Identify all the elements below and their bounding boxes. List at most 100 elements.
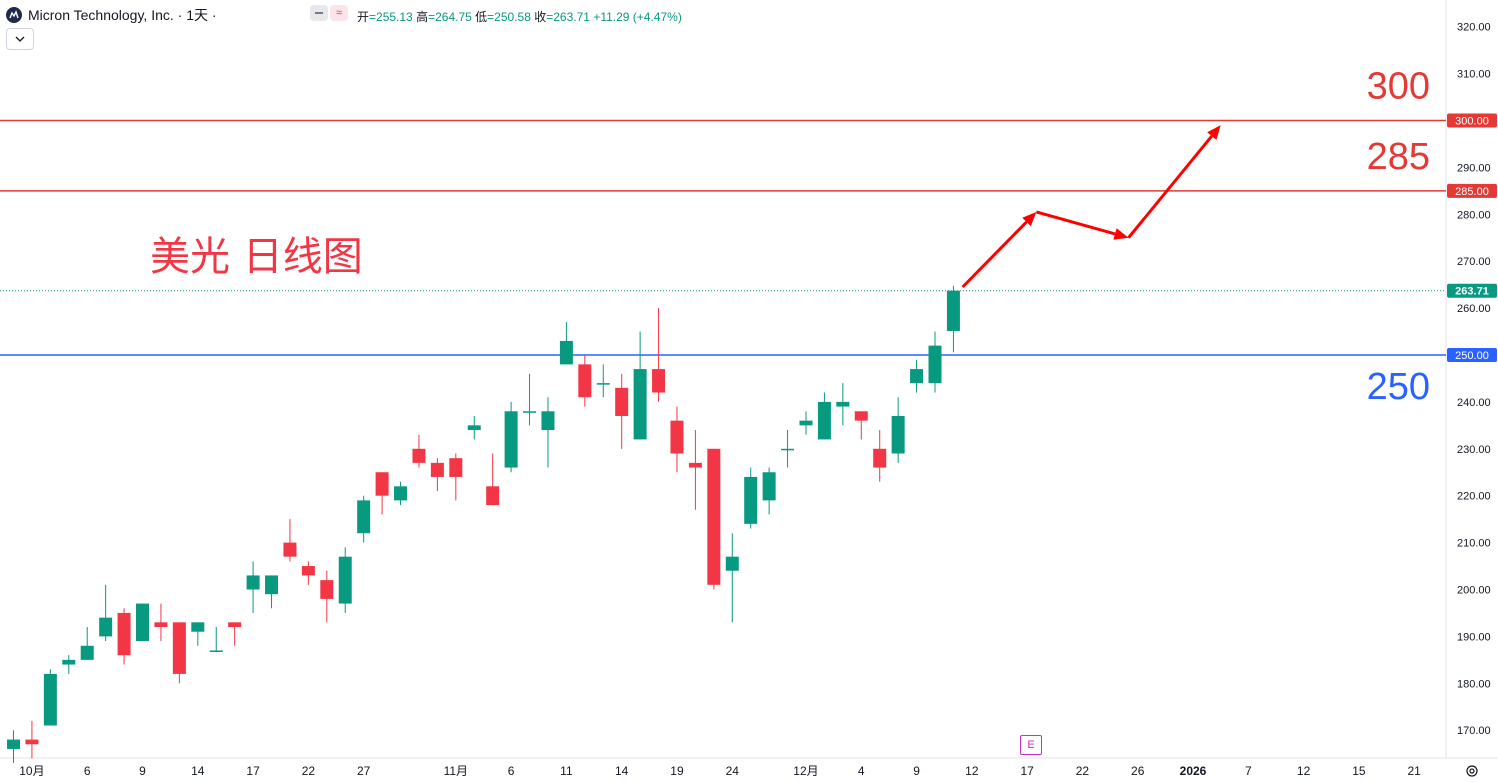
candle-body — [283, 542, 297, 557]
wave-icon[interactable]: ≈ — [330, 5, 348, 21]
candle-body — [725, 556, 739, 571]
price-tick-label: 210.00 — [1457, 538, 1491, 550]
time-tick-label: 24 — [726, 764, 740, 778]
time-tick-label: 22 — [302, 764, 316, 778]
candle-body — [375, 472, 389, 496]
candle-body — [799, 420, 813, 426]
candle-body — [172, 622, 186, 674]
candle-body — [43, 673, 57, 726]
price-tick-label: 310.00 — [1457, 69, 1491, 81]
candle-body — [301, 566, 315, 576]
price-tick-label: 290.00 — [1457, 162, 1491, 174]
price-tick-label: 220.00 — [1457, 491, 1491, 503]
chevron-down-icon — [15, 36, 25, 42]
high-value: =264.75 — [428, 10, 472, 24]
close-value: =263.71 — [546, 10, 590, 24]
candle-body — [136, 603, 150, 642]
candle-body — [891, 415, 905, 454]
candle-body — [836, 401, 850, 407]
arrow-segment — [1127, 135, 1213, 239]
candle-body — [596, 383, 610, 385]
candle-body — [523, 411, 537, 413]
candle-body — [928, 345, 942, 384]
price-tick-label: 320.00 — [1457, 22, 1491, 34]
candle-body — [265, 575, 279, 595]
settings-icon[interactable] — [1465, 764, 1479, 781]
ohlc-legend: 开=255.13 高=264.75 低=250.58 收=263.71 +11.… — [357, 8, 682, 25]
candle-body — [99, 617, 113, 637]
candle-body — [449, 458, 463, 477]
price-axis-tag-300: 300.00 — [1455, 116, 1489, 128]
level-label-300: 300 — [1367, 66, 1430, 108]
open-label: 开 — [357, 10, 370, 24]
close-label: 收 — [534, 10, 547, 24]
time-tick-label: 17 — [246, 764, 260, 778]
symbol-title[interactable]: Micron Technology, Inc. · 1天 · — [28, 7, 217, 23]
candle-body — [504, 411, 518, 468]
earnings-badge[interactable]: E — [1020, 735, 1042, 755]
price-tick-label: 170.00 — [1457, 725, 1491, 737]
candle-body — [486, 486, 500, 506]
arrow-head — [1113, 228, 1129, 240]
last-price-tag-bg — [1447, 283, 1497, 298]
time-tick-label: 12 — [965, 764, 979, 778]
time-tick-label: 11 — [560, 764, 573, 778]
time-tick-label: 12 — [1297, 764, 1311, 778]
candle-body — [320, 580, 334, 599]
candle-body — [246, 575, 260, 590]
price-tick-label: 180.00 — [1457, 678, 1491, 690]
candle-body — [817, 401, 831, 440]
price-tick-label: 240.00 — [1457, 397, 1491, 409]
candle-body — [412, 448, 426, 463]
time-tick-label: 12月 — [793, 764, 818, 778]
time-tick-label: 10月 — [19, 764, 44, 778]
level-label-250: 250 — [1367, 366, 1430, 408]
candle-body — [117, 612, 131, 656]
candle-body — [154, 622, 168, 628]
time-tick-label: 11月 — [444, 764, 468, 778]
time-tick-label: 19 — [670, 764, 684, 778]
candle-body — [430, 462, 444, 477]
candle-body — [670, 420, 684, 454]
candle-body — [910, 369, 924, 384]
candle-body — [744, 476, 758, 524]
chart-title: 美光 日线图 — [150, 234, 363, 280]
indicator-chips: ≈ — [310, 5, 350, 21]
last-price-tag: 263.71 — [1455, 286, 1489, 298]
candle-body — [652, 369, 666, 393]
candle-body — [762, 472, 776, 501]
candle-body — [62, 659, 76, 665]
time-tick-label: 27 — [357, 764, 371, 778]
low-label: 低 — [475, 10, 488, 24]
arrow-head — [1207, 125, 1221, 140]
price-axis-tag-bg — [1447, 183, 1497, 198]
price-axis-tag-285: 285.00 — [1455, 186, 1489, 198]
candle-body — [467, 425, 481, 431]
arrow-head — [1022, 211, 1037, 227]
price-tick-label: 280.00 — [1457, 209, 1491, 221]
time-tick-label: 7 — [1245, 764, 1252, 778]
candle-body — [338, 556, 352, 604]
candle-body — [191, 622, 205, 632]
price-axis-tag-bg — [1447, 113, 1497, 128]
minus-icon[interactable] — [310, 5, 328, 21]
time-tick-label: 21 — [1408, 764, 1422, 778]
collapse-legend-button[interactable] — [6, 28, 34, 50]
candle-body — [228, 622, 242, 628]
time-tick-label: 9 — [139, 764, 146, 778]
time-tick-label: 22 — [1076, 764, 1090, 778]
price-tick-label: 230.00 — [1457, 444, 1491, 456]
change-value: +11.29 (+4.47%) — [593, 10, 682, 24]
time-tick-label: 2026 — [1180, 764, 1207, 778]
arrow-segment — [1035, 210, 1116, 236]
candle-body — [707, 448, 721, 585]
candle-body — [688, 462, 702, 468]
candle-body — [541, 411, 555, 431]
price-tick-label: 190.00 — [1457, 631, 1491, 643]
candle-body — [946, 290, 960, 331]
candle-body — [25, 739, 39, 745]
time-tick-label: 9 — [913, 764, 920, 778]
candle-body — [873, 448, 887, 468]
candle-body — [209, 650, 223, 652]
